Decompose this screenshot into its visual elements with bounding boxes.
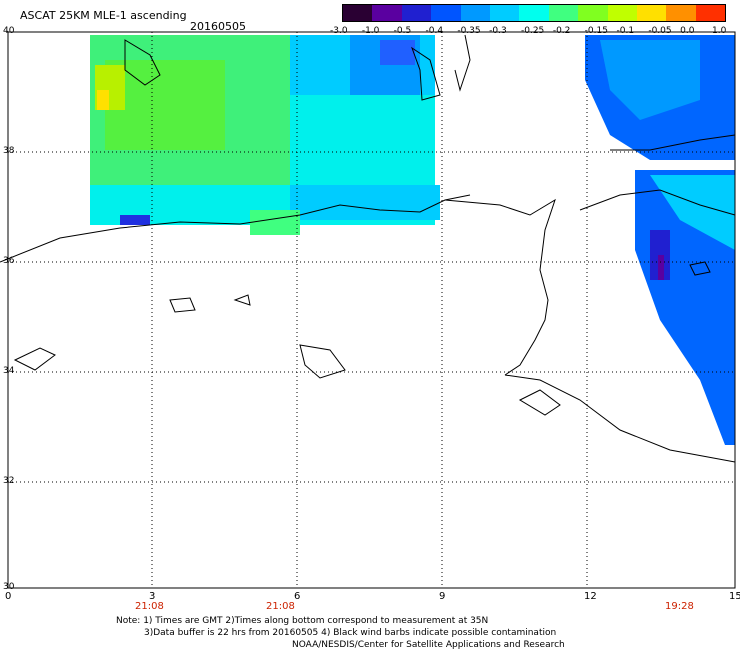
colorbar-label: -0.05	[648, 26, 672, 36]
note-line-2: 3)Data buffer is 22 hrs from 20160505 4)…	[144, 628, 557, 638]
colorbar-label: 1.0	[712, 26, 727, 36]
colorbar-swatch	[372, 5, 402, 21]
colorbar-label: -0.1	[616, 26, 635, 36]
data-swath-west	[90, 35, 440, 235]
colorbar-swatch	[431, 5, 461, 21]
coastlines	[0, 34, 736, 463]
colorbar-swatch	[401, 5, 432, 21]
note-line-1: Note: 1) Times are GMT 2)Times along bot…	[116, 616, 489, 626]
x-tick-label: 3	[149, 591, 156, 602]
colorbar-label: -0.15	[584, 26, 608, 36]
colorbar-swatch	[519, 5, 549, 21]
colorbar-swatch	[460, 5, 490, 21]
x-tick-label: 15	[729, 591, 740, 602]
x-tick-label: 12	[584, 591, 597, 602]
colorbar-label: -0.25	[521, 26, 545, 36]
x-tick-label: 6	[294, 591, 301, 602]
colorbar	[342, 4, 726, 22]
colorbar-swatch	[489, 5, 520, 21]
colorbar-label: -1.0	[361, 26, 380, 36]
y-tick-label: 32	[3, 476, 15, 486]
colorbar-labels: -3.0 -1.0 -0.5 -0.4 -0.35 -0.3 -0.25 -0.2 -0.15-…	[330, 26, 740, 38]
colorbar-swatch	[343, 5, 373, 21]
colorbar-swatch	[695, 5, 726, 21]
colorbar-swatch	[636, 5, 667, 21]
y-tick-label: 36	[3, 256, 15, 266]
y-tick-label: 34	[3, 366, 15, 376]
colorbar-label: -0.3	[489, 26, 507, 36]
map-frame	[7, 31, 736, 589]
time-label: 21:08	[266, 601, 295, 612]
y-tick-label: 30	[3, 582, 15, 592]
x-tick-label: 9	[439, 591, 446, 602]
colorbar-swatch	[548, 5, 579, 21]
map-title: ASCAT 25KM MLE-1 ascending	[20, 9, 187, 22]
colorbar-swatch	[666, 5, 696, 21]
colorbar-swatch	[607, 5, 637, 21]
map-date: 20160505	[190, 20, 246, 33]
colorbar-label: -0.5	[393, 26, 412, 36]
colorbar-label: -0.35	[457, 26, 481, 36]
colorbar-label: -0.4	[425, 26, 444, 36]
time-label: 19:28	[665, 601, 694, 612]
y-tick-label: 40	[3, 26, 15, 36]
graticule	[8, 32, 735, 588]
time-label: 21:08	[135, 601, 164, 612]
note-line-3: NOAA/NESDIS/Center for Satellite Applica…	[292, 640, 565, 650]
colorbar-label: 0.0	[680, 26, 695, 36]
data-swath-east	[585, 35, 735, 445]
colorbar-label: -0.2	[552, 26, 571, 36]
colorbar-swatch	[578, 5, 608, 21]
x-tick-label: 0	[5, 591, 12, 602]
y-tick-label: 38	[3, 146, 15, 156]
colorbar-label: -3.0	[330, 26, 348, 36]
